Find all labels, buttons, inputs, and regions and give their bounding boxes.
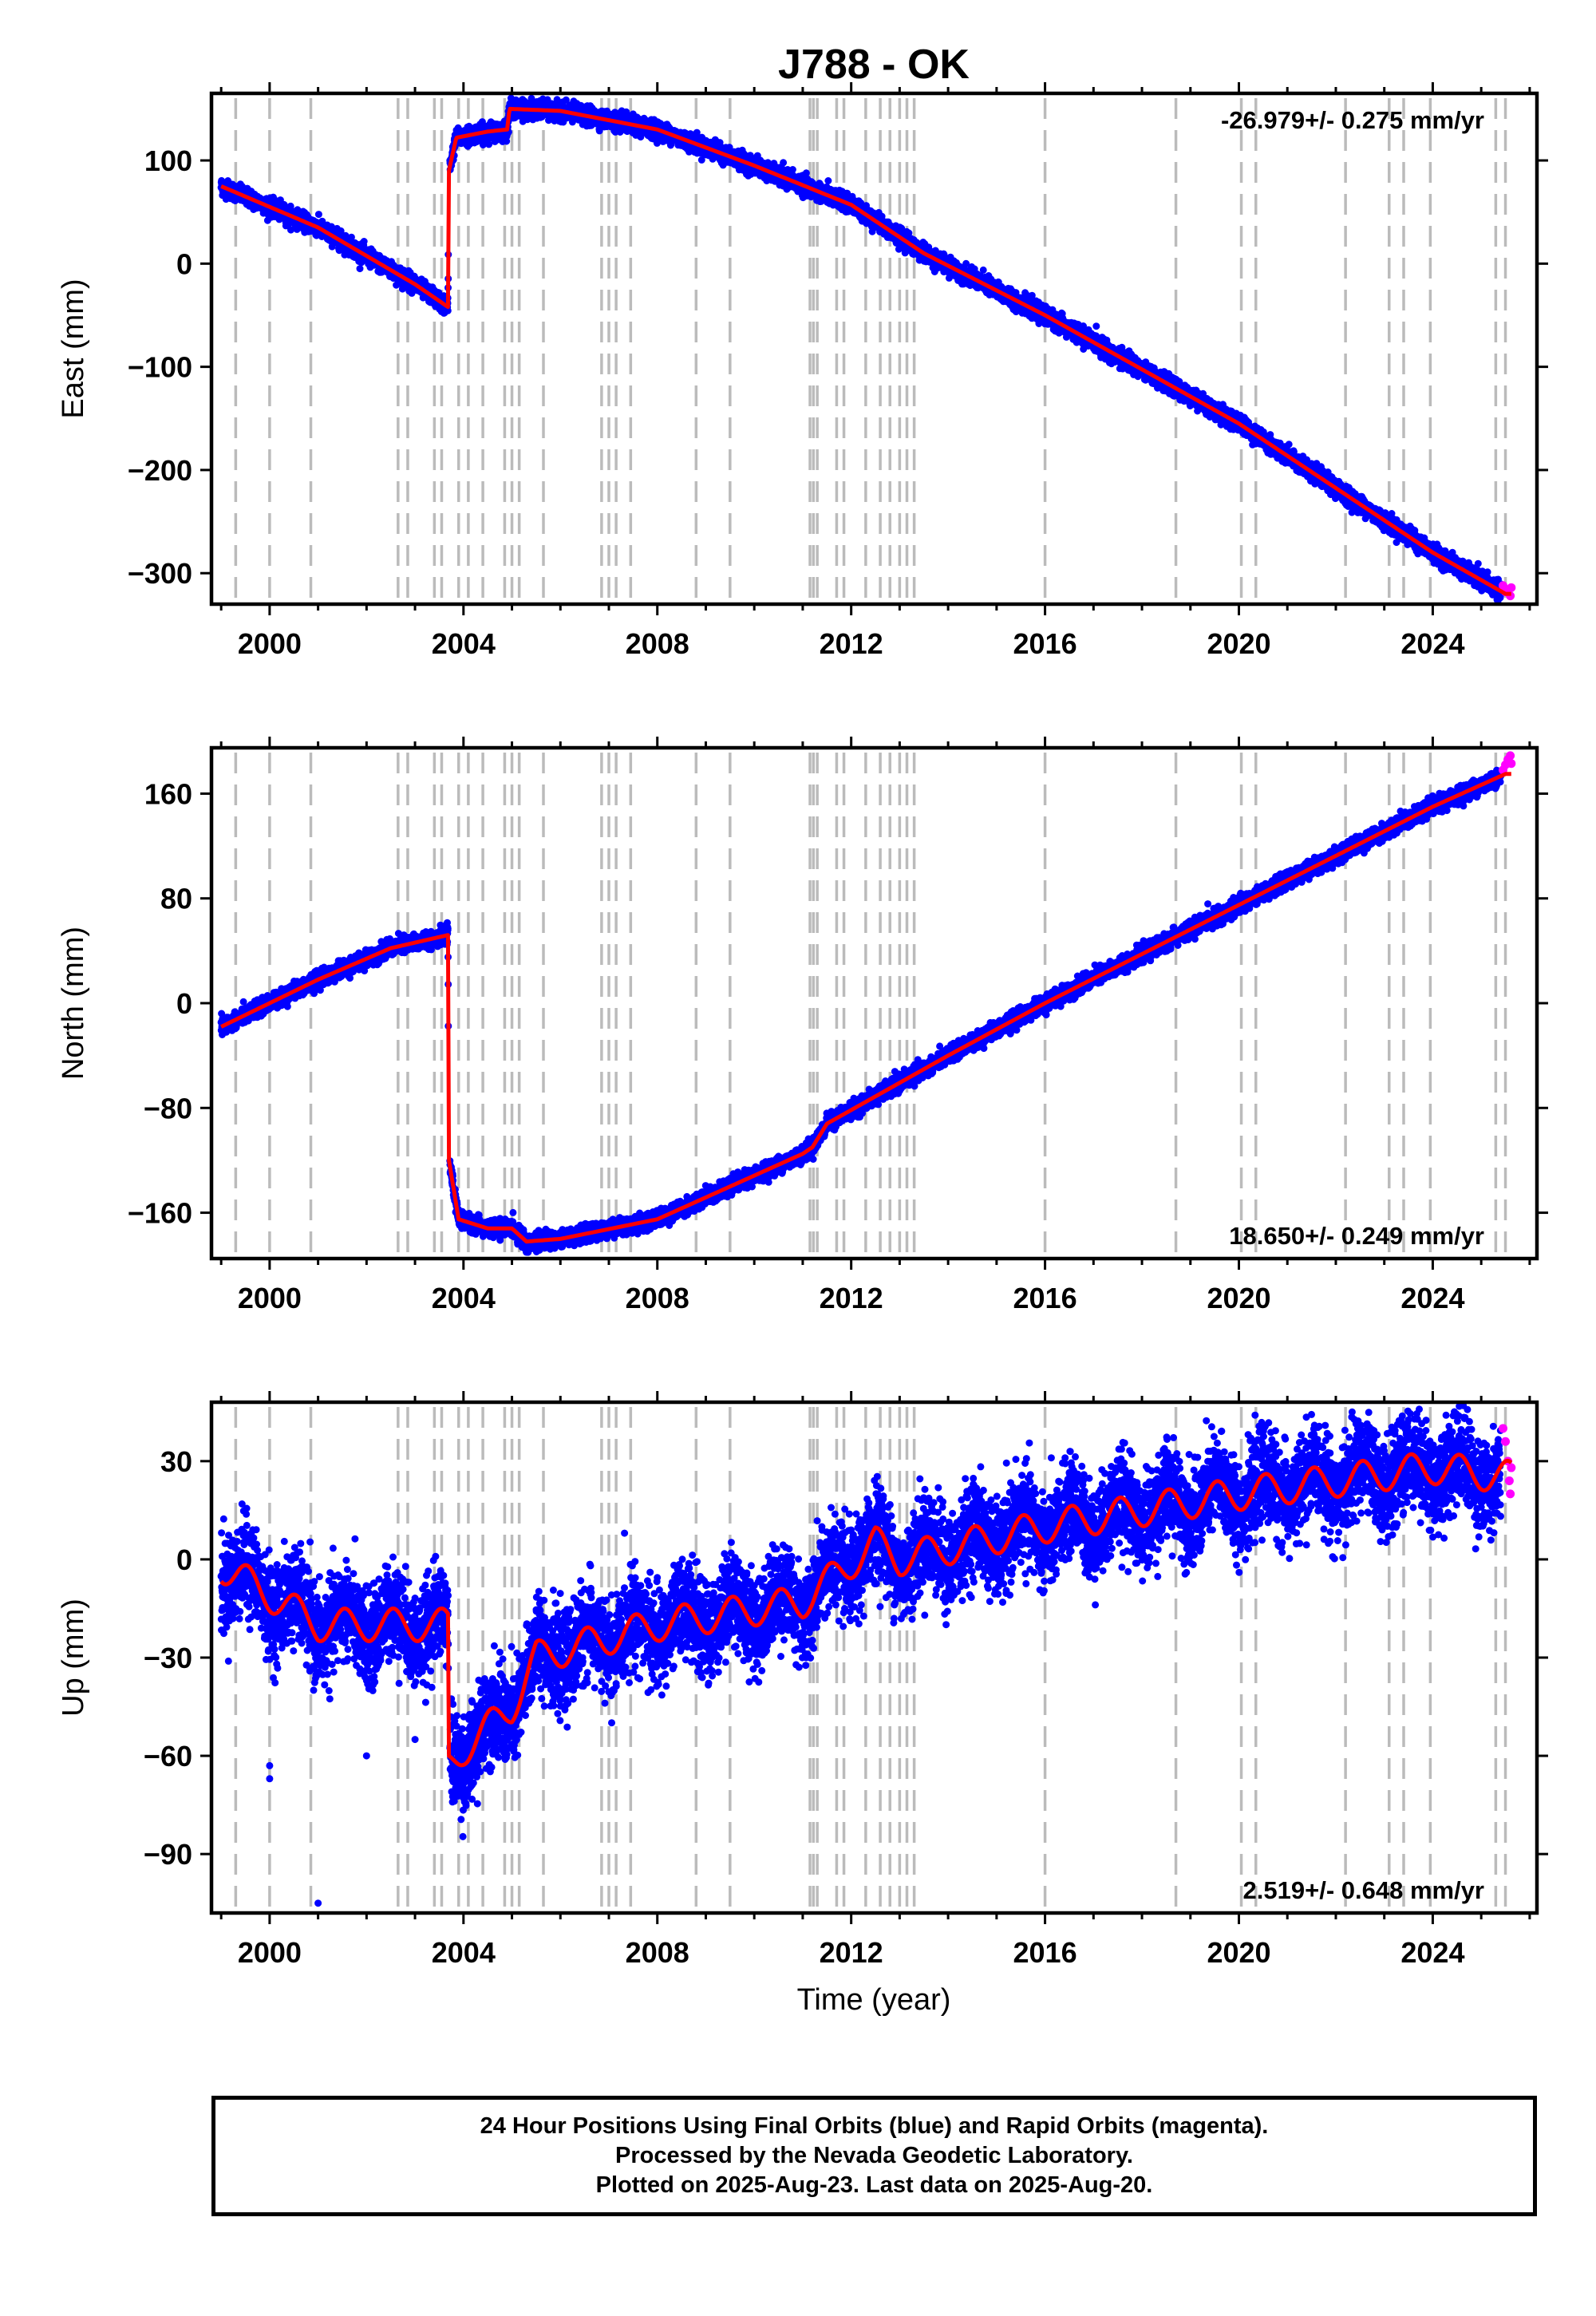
y-tick-label: 0 (176, 247, 192, 280)
y-tick-label: 30 (160, 1445, 192, 1478)
rapid-orbit-point (1504, 1476, 1514, 1485)
x-axis-label: Time (year) (797, 1983, 951, 2017)
y-tick-label: −200 (128, 454, 192, 487)
y-tick-label: −80 (144, 1092, 192, 1124)
y-axis-label: North (mm) (57, 927, 90, 1080)
x-tick-label: 2000 (238, 1936, 302, 1969)
x-tick-label: 2012 (820, 1282, 883, 1314)
plot-frame (209, 91, 1539, 607)
y-tick-label: −160 (128, 1197, 192, 1230)
plot-frame (209, 745, 1539, 1261)
rapid-orbit-point (1506, 1489, 1515, 1499)
y-tick-label: 0 (176, 987, 192, 1020)
x-tick-label: 2004 (432, 627, 496, 660)
figure-title: J788 - OK (778, 41, 970, 88)
final-orbit-points (217, 94, 1505, 606)
x-tick-label: 2024 (1400, 1936, 1464, 1969)
x-tick-label: 2016 (1013, 1936, 1077, 1969)
model-line (219, 772, 1513, 1244)
rapid-orbit-point (1507, 583, 1516, 592)
y-tick-label: −300 (128, 557, 192, 590)
x-tick-label: 2016 (1013, 627, 1077, 660)
footer-line-2: Processed by the Nevada Geodetic Laborat… (615, 2143, 1133, 2168)
x-tick-label: 2016 (1013, 1282, 1077, 1314)
x-tick-label: 2000 (238, 627, 302, 660)
rate-label: 2.519+/- 0.648 mm/yr (1243, 1876, 1484, 1904)
x-tick-label: 2008 (626, 1282, 689, 1314)
x-tick-label: 2008 (626, 1936, 689, 1969)
final-orbit-points (217, 1401, 1505, 1907)
y-tick-label: −60 (144, 1740, 192, 1773)
y-tick-label: −90 (144, 1838, 192, 1871)
model-line (219, 106, 1513, 596)
x-tick-label: 2020 (1207, 627, 1270, 660)
y-tick-label: 80 (160, 883, 192, 915)
x-tick-label: 2020 (1207, 1936, 1270, 1969)
x-tick-label: 2008 (626, 627, 689, 660)
rapid-orbit-point (1507, 1463, 1516, 1472)
y-tick-label: −100 (128, 351, 192, 384)
rapid-orbit-point (1507, 759, 1516, 769)
footer-line-1: 24 Hour Positions Using Final Orbits (bl… (480, 2113, 1269, 2139)
rapid-orbit-point (1506, 751, 1515, 761)
footer-line-3: Plotted on 2025-Aug-23. Last data on 202… (595, 2172, 1153, 2198)
panels: 2000 2004 2008 2012 2016 2020 2024 100 0 −100 −200… (57, 82, 1548, 1969)
model-line (219, 1452, 1513, 1768)
panel-east: 2000 2004 2008 2012 2016 2020 2024 100 0 −100 −200… (57, 82, 1548, 660)
y-axis-label: East (mm) (57, 279, 90, 418)
rapid-orbit-point (1498, 1424, 1507, 1433)
x-tick-label: 2020 (1207, 1282, 1270, 1314)
rapid-orbit-point (1501, 1437, 1511, 1446)
y-axis-label: Up (mm) (57, 1599, 90, 1717)
y-tick-label: 160 (144, 777, 192, 810)
footer-box: 24 Hour Positions Using Final Orbits (bl… (211, 2096, 1537, 2216)
x-tick-label: 2004 (432, 1936, 496, 1969)
x-tick-label: 2004 (432, 1282, 496, 1314)
y-tick-label: −30 (144, 1642, 192, 1674)
y-tick-label: 0 (176, 1543, 192, 1576)
rate-label: 18.650+/- 0.249 mm/yr (1229, 1222, 1484, 1250)
x-tick-label: 2024 (1400, 627, 1464, 660)
x-tick-label: 2000 (238, 1282, 302, 1314)
y-tick-label: 100 (144, 144, 192, 177)
x-tick-label: 2024 (1400, 1282, 1464, 1314)
x-tick-label: 2012 (820, 627, 883, 660)
panel-up: 2000 2004 2008 2012 2016 2020 2024 30 0 −30 −60 −90… (57, 1391, 1548, 1969)
panel-north: 2000 2004 2008 2012 2016 2020 2024 160 80 0 −80 −16… (57, 737, 1548, 1314)
x-tick-label: 2012 (820, 1936, 883, 1969)
final-orbit-points (217, 766, 1505, 1256)
rate-label: -26.979+/- 0.275 mm/yr (1221, 106, 1484, 134)
